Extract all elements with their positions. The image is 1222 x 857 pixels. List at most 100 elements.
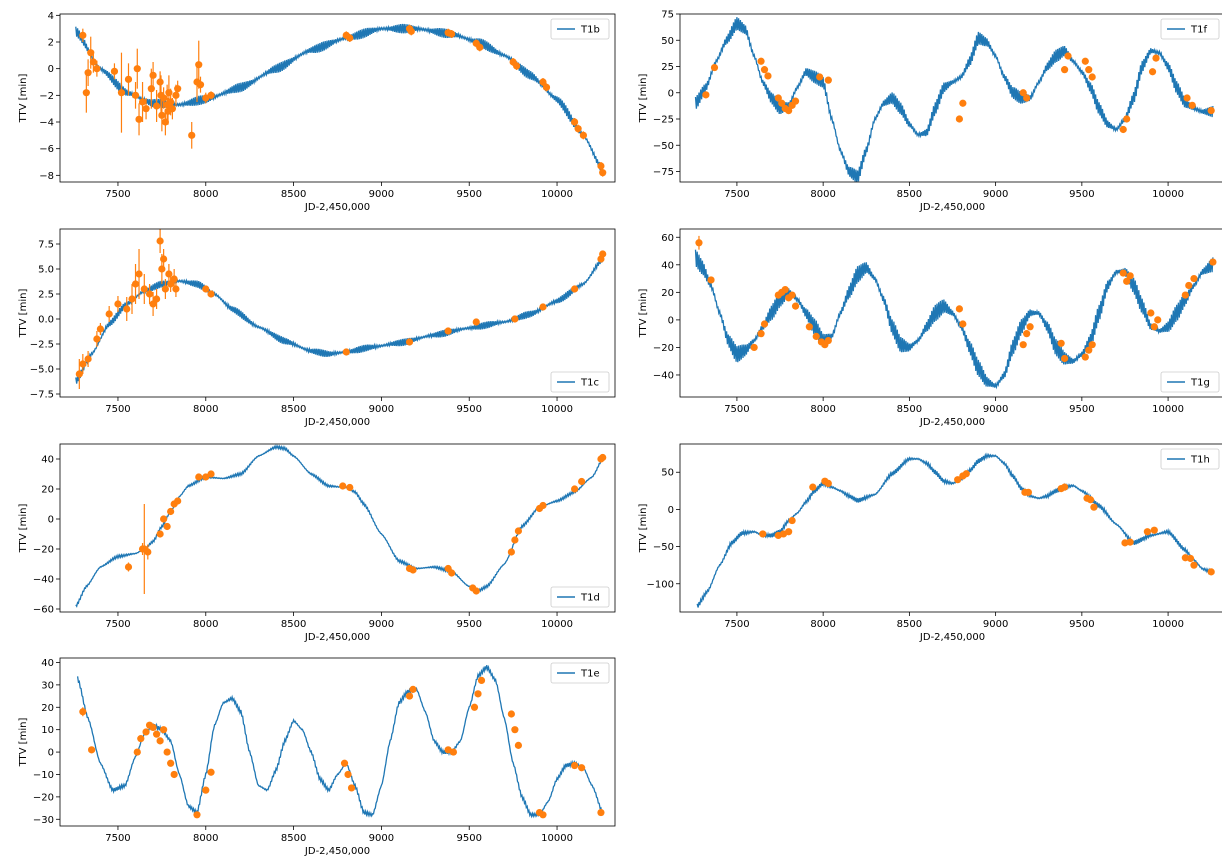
data-point [785,107,793,115]
data-point [133,65,141,73]
x-tick-label: 8000 [193,404,218,415]
data-point [207,91,215,99]
data-point [444,327,452,335]
y-tick-label: −50 [653,141,674,152]
data-point [158,265,166,273]
data-point [1023,94,1031,102]
y-tick-label: 0 [48,748,54,759]
data-point [477,676,486,685]
y-tick-label: 50 [661,468,674,479]
data-point [207,768,215,776]
y-tick-label: 10 [41,725,54,736]
data-point [156,530,164,538]
axes-frame [59,228,616,398]
data-point [346,34,354,42]
data-point [791,302,800,310]
x-tick-label: 10000 [1152,404,1184,415]
x-tick-label: 10000 [541,619,573,630]
x-axis-label: JD-2,450,000 [304,417,370,428]
panel-t1g: 7500 8000 8500 9000 9500 10000 60 40 20 0 −20 −40 JD… [638,228,1222,428]
y-tick-label: −4 [39,118,54,129]
x-tick-label: 8500 [281,404,306,415]
x-tick-label: 9000 [983,404,1008,415]
x-axis-label: JD-2,450,000 [919,202,985,213]
data-point [470,703,479,711]
axes-frame [679,228,1222,398]
data-point [571,761,579,770]
data-point [158,111,166,119]
y-tick-label: 20 [41,703,54,714]
data-point [1185,281,1193,290]
x-tick-label: 8000 [193,189,218,200]
data-point [1126,272,1134,280]
data-point [114,300,122,308]
x-tick-label: 9000 [983,619,1008,630]
data-point [791,97,800,105]
y-tick-label: −50 [653,542,674,553]
legend-box [550,662,610,684]
y-axis-label: TTV [min] [638,504,649,554]
data-point [202,786,210,794]
data-point [152,102,161,110]
y-tick-label: −8 [39,171,54,182]
data-point [578,477,586,486]
data-point [168,105,177,113]
data-point [207,470,215,478]
x-tick-label: 7500 [724,189,749,200]
data-point [131,280,140,288]
data-point [145,290,154,298]
data-point [409,566,417,574]
data-point [1119,269,1127,277]
data-point [207,290,215,298]
legend-label: T1h [1190,455,1210,466]
data-point [542,83,551,91]
data-point [75,370,83,378]
data-point [167,98,175,106]
data-point [1207,107,1215,115]
y-axis-label: TTV [min] [638,74,649,124]
data-point [599,169,607,177]
x-tick-label: 9500 [456,619,481,630]
data-point [507,710,515,718]
data-point [1057,339,1065,347]
data-point [405,692,414,700]
legend-box [550,586,610,608]
y-axis-label: TTV [min] [18,504,29,554]
data-point [165,89,173,97]
data-point [1150,323,1158,331]
legend: T1e [550,662,610,684]
legend-label: T1d [580,593,600,604]
data-point [88,746,96,754]
data-point [959,99,967,107]
y-tick-label: 0 [668,505,674,516]
model-line-d [75,444,604,608]
data-point [152,730,161,738]
data-point [1088,341,1096,349]
legend-box [550,18,610,40]
data-point [1126,538,1134,546]
data-point [824,76,832,84]
data-point [774,94,782,102]
x-tick-label: 9500 [456,189,481,200]
y-tick-label: 20 [41,485,54,496]
panel-t1d: 7500 8000 8500 9000 9500 10000 40 20 0 −20 −40 −60 J… [18,443,616,643]
panel-t1c: 7500 8000 8500 9000 9500 10000 7.5 5.0 2.5 0.0 −2.… [18,228,616,428]
data-point [96,325,104,333]
y-tick-label: 2 [48,38,54,49]
y-tick-label: 50 [661,36,674,47]
data-point [539,811,547,819]
data-point [750,343,758,352]
x-tick-label: 10000 [1152,619,1184,630]
data-point [152,295,161,303]
data-point [1143,528,1151,536]
data-point [778,99,786,107]
data-point [84,69,92,77]
x-tick-label: 8500 [897,189,922,200]
legend: T1g [1160,371,1220,393]
y-tick-label: 40 [41,658,54,669]
data-point [539,303,547,311]
data-point [124,75,133,83]
x-tick-label: 9500 [1069,189,1094,200]
y-tick-label: −20 [653,343,674,354]
y-tick-label: 75 [661,10,674,21]
